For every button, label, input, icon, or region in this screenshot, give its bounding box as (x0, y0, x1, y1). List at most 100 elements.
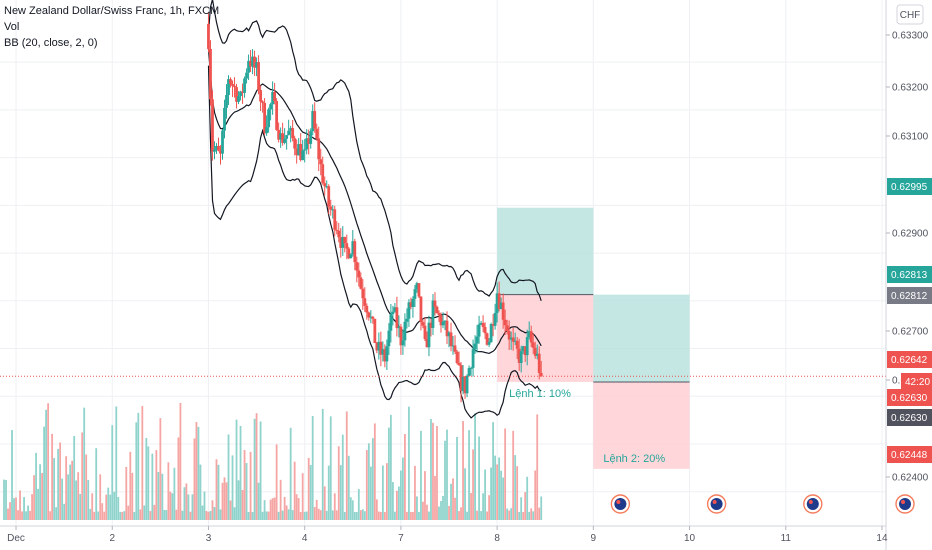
volume-bar (81, 432, 84, 520)
volume-bar (283, 497, 286, 520)
volume-bar (31, 494, 33, 520)
candle-body (529, 331, 533, 343)
volume-bar (301, 473, 304, 520)
candle-body (239, 91, 242, 97)
candle-body (217, 145, 220, 151)
candle-body (457, 362, 461, 366)
volume-bar (91, 493, 94, 520)
volume-bar (357, 489, 360, 520)
price-badge-label: 0.62642 (891, 355, 928, 366)
volume-bar (400, 470, 402, 520)
candle-body (479, 322, 483, 325)
volume-bar (395, 490, 398, 520)
volume-bar (255, 413, 258, 520)
volume-bar (179, 402, 182, 520)
volume-bar (51, 433, 54, 520)
candle-body (481, 322, 485, 327)
volume-bar (484, 469, 486, 520)
volume-bar (393, 511, 396, 520)
volume-bar (89, 508, 92, 520)
time-tick-label: Dec (7, 533, 25, 544)
candle-body (365, 305, 369, 313)
legend-volume: Vol (4, 21, 20, 33)
volume-bar (165, 510, 168, 520)
price-badge (887, 178, 932, 195)
candle-body (441, 321, 445, 326)
volume-bar (15, 497, 17, 520)
volume-bar (67, 474, 70, 520)
candle-body (537, 353, 541, 373)
candle-body (351, 241, 355, 255)
candle-body (355, 262, 359, 271)
event-markers (610, 494, 915, 514)
candle-body (233, 85, 236, 88)
candle-body (499, 302, 503, 309)
volume-bar (59, 442, 62, 520)
candle-body (317, 138, 321, 160)
volume-bar (201, 505, 204, 520)
volume-bar (287, 509, 290, 520)
volume-bar (121, 511, 124, 520)
flag-icon (806, 498, 819, 510)
volume-bar (430, 419, 432, 520)
volume-bar (404, 434, 406, 520)
candle-body (493, 312, 497, 326)
volume-bar (111, 425, 114, 520)
candle-body (329, 206, 333, 210)
position-profit-zone (497, 207, 594, 295)
candle-body (299, 144, 303, 160)
candle-body (433, 300, 437, 307)
volume-bar (351, 500, 354, 520)
volume-bar (458, 511, 460, 520)
volume-bar (315, 499, 318, 520)
time-tick-label: 9 (591, 533, 597, 544)
candle-body (465, 375, 469, 394)
volume-bar (159, 418, 162, 520)
volume-bar (25, 511, 27, 520)
candle-body (311, 111, 315, 132)
volume-bar (69, 464, 72, 520)
volume-bar (223, 477, 226, 520)
volume-bar (251, 511, 254, 520)
volume-bar (516, 466, 519, 520)
volume-bar (245, 463, 248, 520)
volume-bar (11, 430, 13, 520)
candle-body (423, 325, 427, 339)
candle-body (333, 209, 337, 230)
volume-bar (277, 511, 280, 520)
price-badge (887, 351, 932, 368)
candle-body (227, 79, 230, 96)
candle-body (417, 283, 421, 297)
volume-bar (131, 472, 134, 520)
volume-bar (526, 476, 529, 520)
candle-body (281, 133, 285, 143)
candle-body (335, 229, 339, 231)
volume-bar (480, 511, 482, 520)
candle-body (371, 316, 375, 319)
candle-body (277, 129, 281, 140)
candle-body (207, 23, 210, 49)
volume-bar (424, 471, 426, 520)
volume-bar (540, 496, 543, 520)
volume-bar (442, 495, 444, 520)
volume-bar (464, 468, 466, 520)
volume-bar (428, 511, 430, 520)
price-badge (887, 446, 932, 463)
candle-body (407, 302, 411, 319)
volume-bar (93, 511, 96, 520)
volume-bar (29, 510, 31, 520)
volume-bar (494, 455, 497, 520)
candle-body (361, 288, 365, 299)
volume-bar (381, 465, 384, 520)
volume-bar (510, 508, 513, 520)
volume-bar (269, 499, 272, 520)
candle-body (315, 128, 319, 139)
currency-label: CHF (900, 10, 921, 21)
candle-body (259, 90, 262, 102)
candle-body (265, 127, 269, 134)
volume-bar (191, 494, 194, 520)
time-tick-label: 11 (781, 533, 792, 544)
volume-bar (317, 508, 320, 520)
candle-body (225, 95, 228, 108)
